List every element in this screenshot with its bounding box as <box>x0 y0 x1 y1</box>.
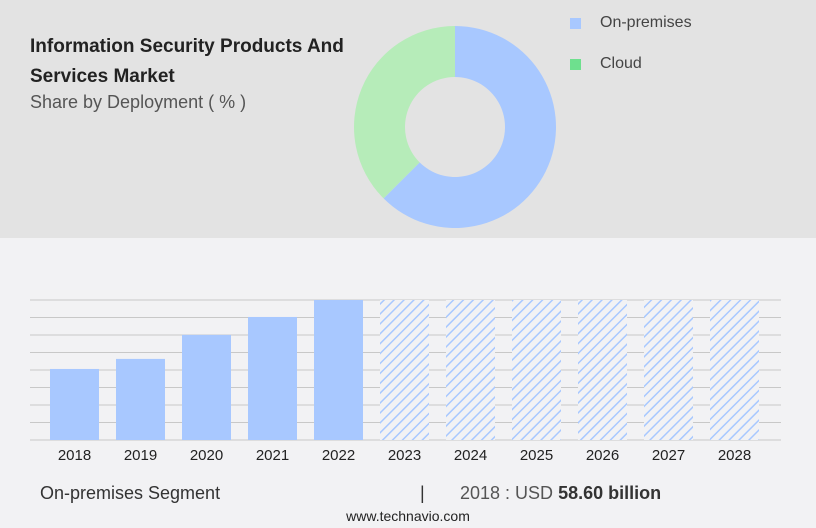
legend-label: On-premises <box>600 14 692 31</box>
x-tick-label: 2019 <box>124 447 157 464</box>
website: www.technavio.com <box>346 508 470 524</box>
separator: | <box>420 483 425 503</box>
donut-slice-cloud <box>353 26 455 199</box>
value-readout: 2018 : USD 58.60 billion <box>460 483 661 504</box>
chart-subtitle: Share by Deployment ( % ) <box>30 92 247 112</box>
bar-2021 <box>248 316 297 440</box>
segment-value: 58.60 billion <box>558 483 662 503</box>
x-tick-label: 2022 <box>322 447 355 464</box>
x-tick-label: 2025 <box>520 447 553 464</box>
legend-swatch <box>570 58 581 70</box>
x-tick-label: 2027 <box>652 447 685 464</box>
forecast-bar-2024 <box>446 300 495 440</box>
forecast-bar-2027 <box>644 300 693 440</box>
legend-label: Cloud <box>600 55 642 72</box>
x-tick-label: 2023 <box>388 447 421 464</box>
bar-2020 <box>182 334 231 440</box>
bar-2022 <box>314 300 363 440</box>
legend-item-on-premises: On-premises <box>570 14 692 32</box>
year-label: 2018 : USD <box>460 483 554 503</box>
x-tick-label: 2018 <box>58 447 91 464</box>
forecast-bar-2023 <box>380 300 429 440</box>
segment-label: On-premises Segment <box>40 483 221 503</box>
x-tick-label: 2021 <box>256 447 289 464</box>
x-tick-label: 2026 <box>586 447 619 464</box>
donut-slice-on-premises <box>383 26 556 228</box>
forecast-bar-2028 <box>710 300 759 440</box>
x-tick-label: 2020 <box>190 447 223 464</box>
bar-2019 <box>116 358 165 440</box>
legend-swatch <box>570 17 581 29</box>
x-tick-label: 2024 <box>454 447 487 464</box>
x-tick-label: 2028 <box>718 447 751 464</box>
legend-item-cloud: Cloud <box>570 55 642 73</box>
chart-title: Information Security Products And Servic… <box>30 36 344 87</box>
forecast-bar-2025 <box>512 300 561 440</box>
forecast-bar-2026 <box>578 300 627 440</box>
bar-2018 <box>50 368 99 440</box>
